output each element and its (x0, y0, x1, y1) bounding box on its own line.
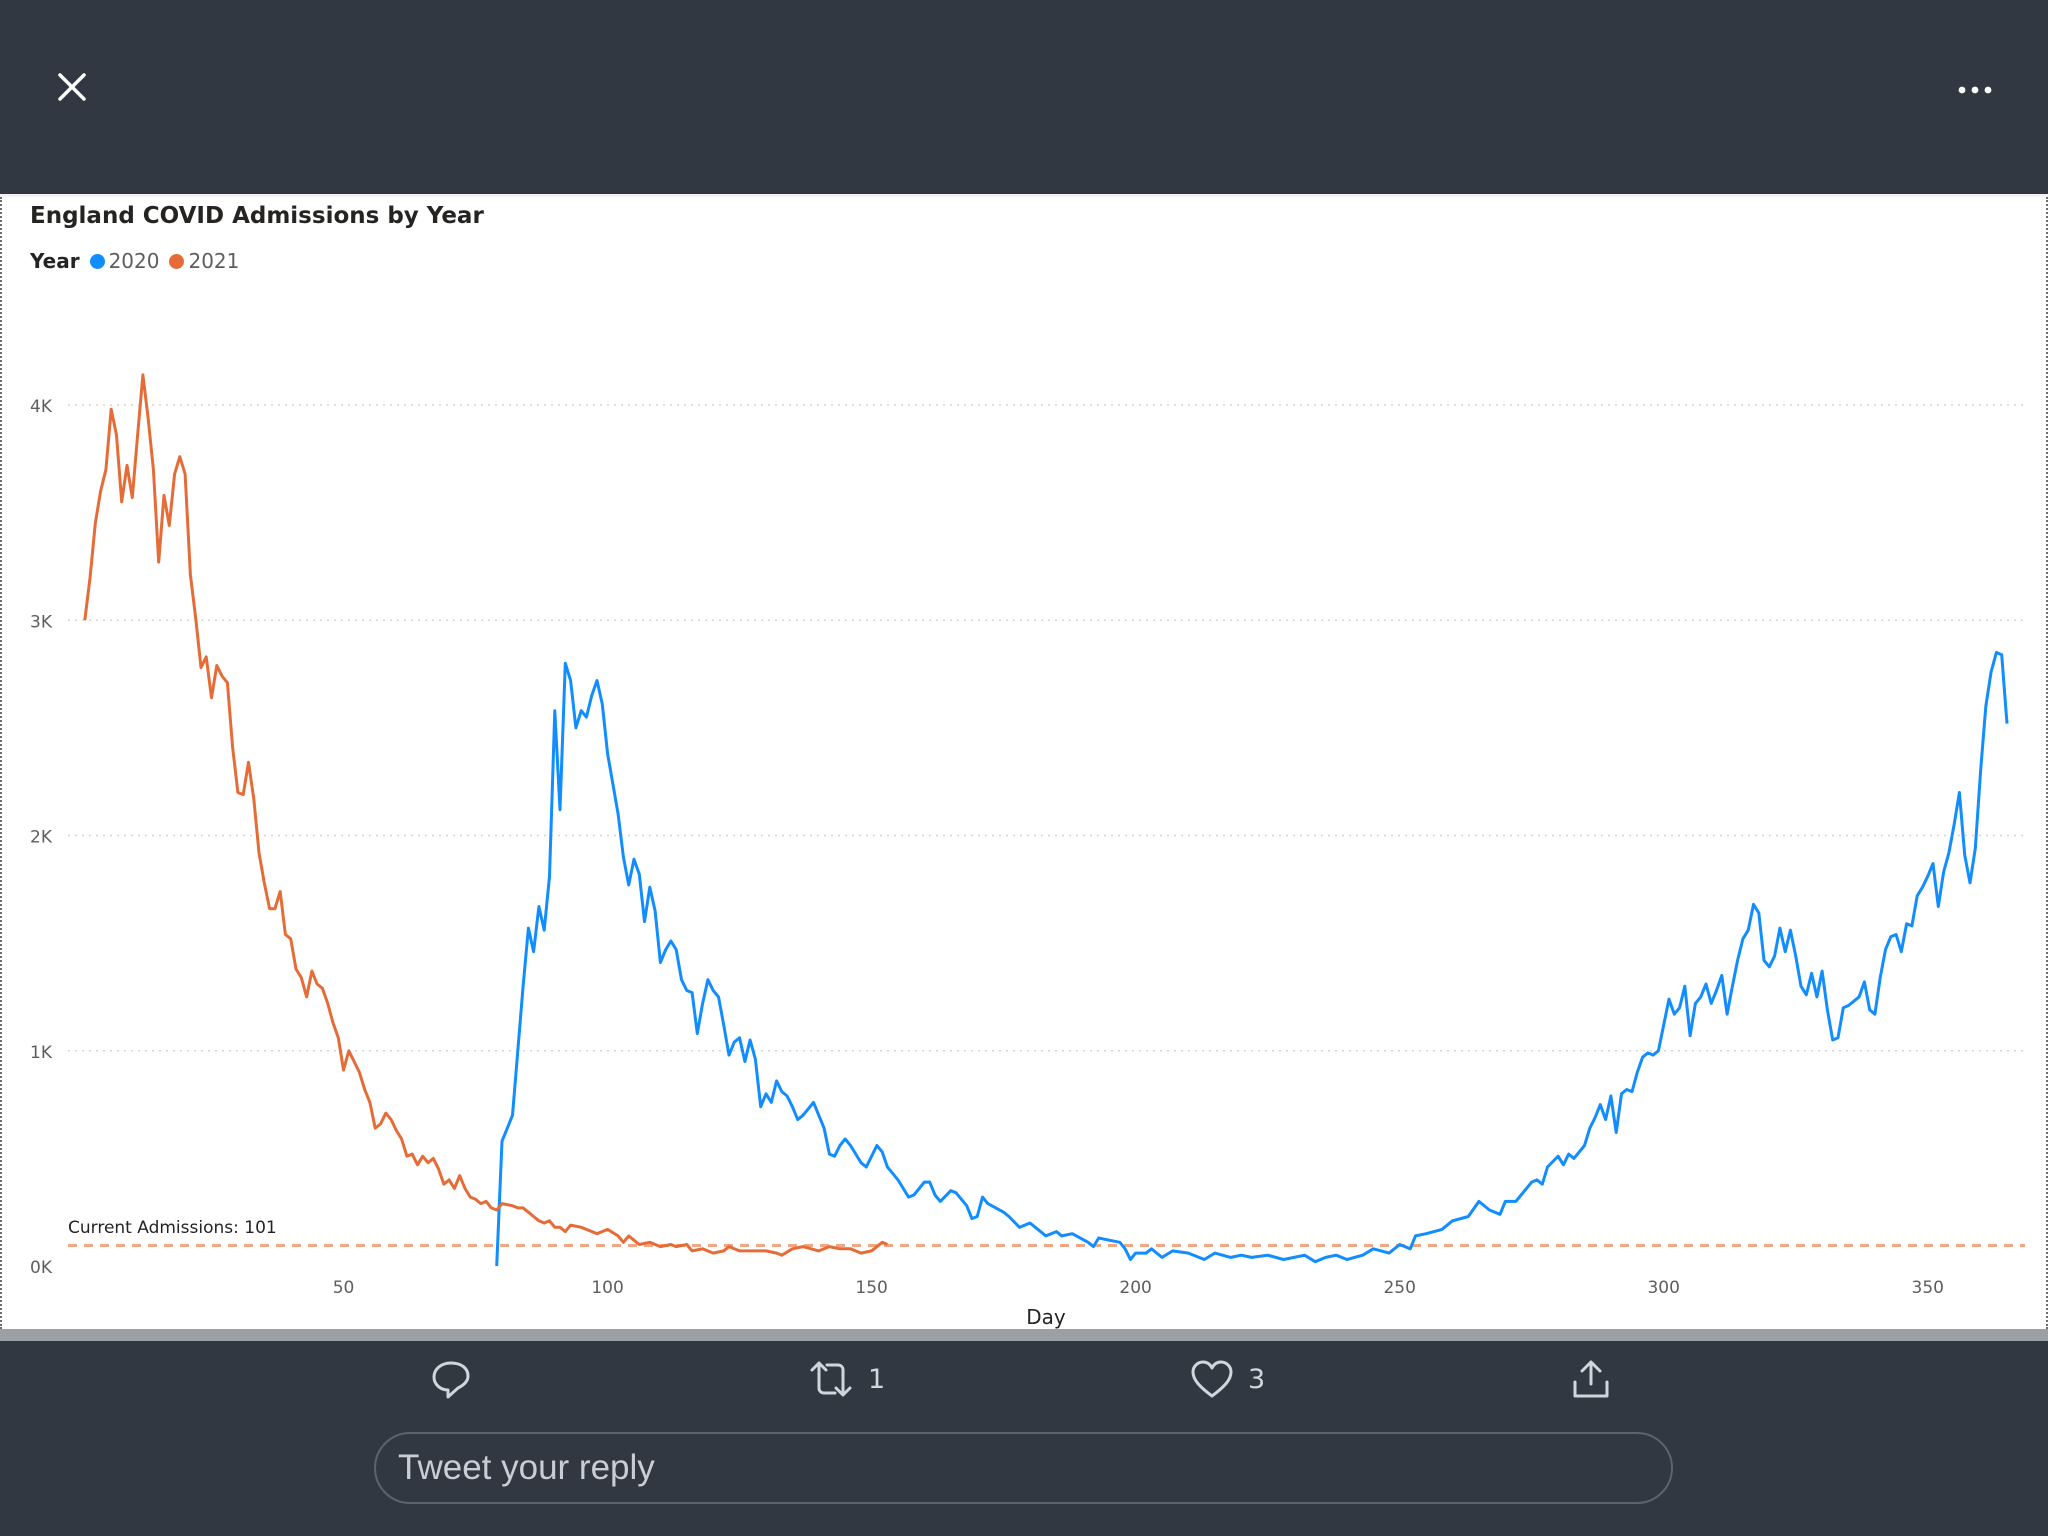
y-tick-label: 2K (30, 828, 53, 848)
share-button[interactable] (1570, 1355, 1612, 1403)
series-line-2021[interactable] (83, 373, 888, 1257)
like-button[interactable]: 3 (1190, 1355, 1265, 1403)
legend-label-2021: 2021 (188, 249, 240, 273)
legend-label-2020: 2020 (108, 249, 160, 273)
legend-dot-2021 (169, 253, 185, 269)
reply-input[interactable]: Tweet your reply (374, 1432, 1673, 1504)
top-bar (0, 0, 2048, 194)
x-tick-label: 200 (1119, 1278, 1151, 1298)
reference-line-label: Current Admissions: 101 (68, 1218, 277, 1238)
like-icon (1191, 1360, 1233, 1398)
scroll-strip (0, 1329, 2048, 1341)
retweet-button[interactable]: 1 (808, 1355, 885, 1403)
y-tick-label: 3K (30, 612, 53, 632)
x-tick-label: 350 (1912, 1278, 1944, 1298)
reply-icon (432, 1361, 470, 1399)
y-tick-label: 1K (30, 1043, 53, 1063)
x-tick-label: 50 (333, 1278, 355, 1298)
reply-placeholder: Tweet your reply (398, 1448, 655, 1487)
chart-title: England COVID Admissions by Year (30, 203, 484, 229)
x-tick-label: 150 (855, 1278, 887, 1298)
x-tick-label: 300 (1647, 1278, 1679, 1298)
like-count: 3 (1248, 1363, 1266, 1395)
more-options-button[interactable] (1950, 70, 2000, 110)
close-icon (58, 73, 86, 101)
legend-item-2021[interactable]: 2021 (169, 249, 239, 273)
more-horizontal-icon (1958, 86, 1992, 94)
x-axis-title: Day (1026, 1305, 1066, 1329)
x-tick-label: 250 (1383, 1278, 1415, 1298)
tweet-actions: 1 3 (0, 1341, 2048, 1431)
reply-button[interactable] (430, 1355, 472, 1403)
x-tick-label: 100 (591, 1278, 623, 1298)
divider (0, 194, 2048, 197)
y-tick-label: 4K (30, 397, 53, 417)
legend-item-2020[interactable]: 2020 (89, 249, 160, 273)
retweet-icon (810, 1361, 852, 1397)
y-tick-label: 0K (30, 1258, 53, 1278)
line-chart: Current Admissions: 101 0K 1K 2K 3K 4K 50 100 1… (30, 373, 2025, 1329)
share-icon (1573, 1360, 1609, 1398)
close-button[interactable] (50, 65, 94, 109)
chart-card (0, 197, 2048, 1329)
series-line-2020[interactable] (495, 651, 2009, 1267)
retweet-count: 1 (868, 1363, 886, 1395)
legend: Year 2020 2021 (30, 249, 249, 273)
legend-title: Year (30, 249, 80, 273)
legend-dot-2020 (89, 253, 105, 269)
